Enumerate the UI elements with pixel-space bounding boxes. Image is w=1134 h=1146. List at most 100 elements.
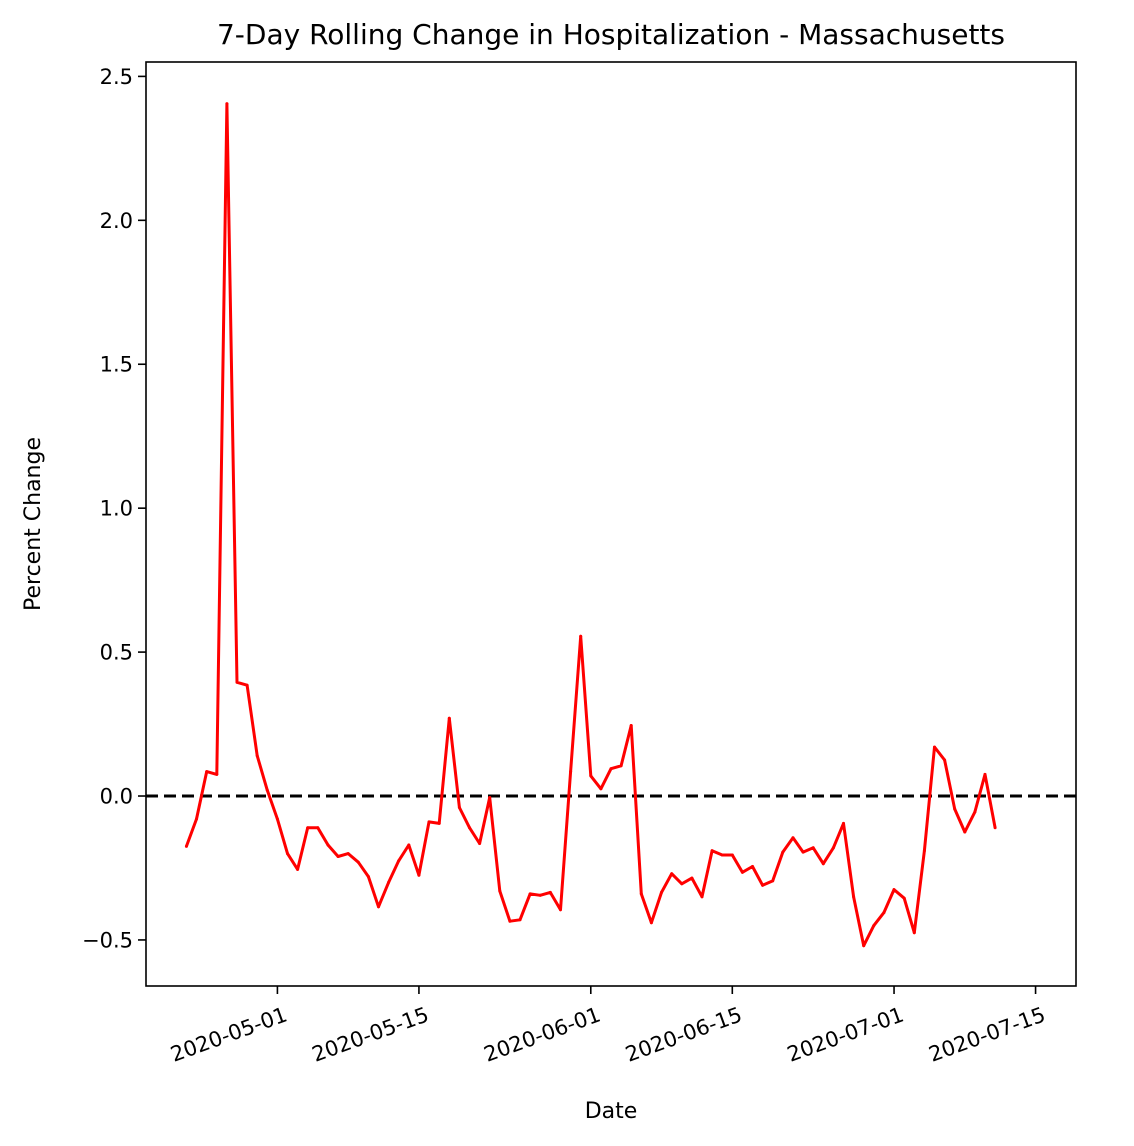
x-tick-label: 2020-06-01 xyxy=(481,1002,604,1066)
data-point xyxy=(468,826,471,830)
x-tick-label: 2020-07-01 xyxy=(784,1002,907,1066)
y-tick-label: 2.0 xyxy=(100,209,133,233)
data-point xyxy=(629,724,633,727)
data-point xyxy=(670,872,674,876)
data-point xyxy=(437,821,441,825)
data-point xyxy=(811,846,815,850)
chart-title: 7-Day Rolling Change in Hospitalization … xyxy=(217,18,1005,51)
data-point xyxy=(184,844,188,848)
data-point xyxy=(993,826,997,830)
y-tick-label: 1.5 xyxy=(100,353,133,377)
data-point xyxy=(842,821,845,825)
y-tick-label: 0.5 xyxy=(100,641,133,665)
y-tick-label: −0.5 xyxy=(82,928,133,952)
x-tick-label: 2020-05-01 xyxy=(167,1002,290,1066)
data-point xyxy=(720,853,724,857)
data-point xyxy=(326,843,330,847)
data-point xyxy=(205,770,209,774)
data-point xyxy=(831,846,835,850)
x-tick-label: 2020-07-15 xyxy=(926,1002,1049,1066)
data-point xyxy=(973,810,977,814)
data-point xyxy=(235,680,239,684)
data-point xyxy=(700,895,704,899)
data-point xyxy=(801,850,805,854)
data-point xyxy=(872,924,876,928)
data-point xyxy=(690,876,694,880)
data-point xyxy=(488,796,492,799)
data-point xyxy=(639,892,643,896)
data-point xyxy=(589,774,593,778)
data-point xyxy=(559,908,562,912)
data-point xyxy=(195,817,198,821)
data-point xyxy=(599,787,603,791)
y-axis-label: Percent Change xyxy=(21,437,46,611)
data-point xyxy=(447,716,451,720)
data-point xyxy=(912,931,916,935)
data-point xyxy=(366,875,370,879)
data-points xyxy=(184,102,997,948)
data-point xyxy=(538,893,542,897)
y-tick-label: 2.5 xyxy=(100,65,133,89)
data-point xyxy=(609,767,613,771)
data-point xyxy=(730,853,734,857)
data-point xyxy=(983,772,987,776)
plot-frame xyxy=(145,61,1077,987)
data-point xyxy=(680,882,684,886)
data-point xyxy=(225,102,229,106)
y-tick-label: 1.0 xyxy=(100,497,133,521)
data-point xyxy=(852,895,856,899)
data-point xyxy=(548,890,552,894)
data-point xyxy=(336,855,340,858)
data-point xyxy=(316,826,320,830)
data-point xyxy=(933,745,936,749)
data-point xyxy=(356,860,360,864)
series-line xyxy=(184,102,997,948)
data-point xyxy=(963,830,967,834)
data-point xyxy=(245,683,249,687)
data-point xyxy=(306,826,310,830)
data-point xyxy=(265,788,269,792)
data-point xyxy=(953,807,957,811)
data-point xyxy=(821,862,825,866)
data-point xyxy=(902,896,906,900)
data-point xyxy=(387,880,391,884)
data-point xyxy=(275,817,279,821)
x-axis-ticks: 2020-05-01 2020-05-15 2020-06-01 2020-06-15… xyxy=(167,986,1048,1067)
data-point xyxy=(892,888,896,892)
data-point xyxy=(882,911,886,915)
data-point xyxy=(518,918,522,922)
data-point xyxy=(862,944,866,948)
data-point xyxy=(781,850,785,854)
y-tick-label: 0.0 xyxy=(100,785,133,809)
data-point xyxy=(215,772,219,776)
data-point xyxy=(922,849,926,853)
data-point xyxy=(710,849,714,853)
data-point xyxy=(751,865,754,868)
data-point xyxy=(528,892,532,896)
data-point xyxy=(740,870,744,874)
data-point xyxy=(407,843,411,847)
data-point xyxy=(346,852,350,856)
data-point xyxy=(619,764,623,768)
data-point xyxy=(377,905,380,909)
data-point xyxy=(397,859,401,863)
data-point xyxy=(296,867,300,871)
data-point xyxy=(943,758,947,762)
x-tick-label: 2020-06-15 xyxy=(622,1002,745,1066)
data-point xyxy=(417,873,421,877)
x-axis-label: Date xyxy=(585,1099,638,1124)
data-point xyxy=(771,879,775,883)
data-point xyxy=(255,754,259,758)
data-point xyxy=(649,921,653,925)
data-point xyxy=(761,883,765,887)
data-point xyxy=(457,806,461,809)
data-point xyxy=(508,919,512,923)
data-point xyxy=(579,634,583,638)
data-point xyxy=(660,890,663,894)
x-tick-label: 2020-05-15 xyxy=(309,1002,432,1066)
data-point xyxy=(427,820,431,824)
data-point xyxy=(498,889,502,893)
data-point xyxy=(286,852,289,856)
data-point xyxy=(478,842,482,845)
